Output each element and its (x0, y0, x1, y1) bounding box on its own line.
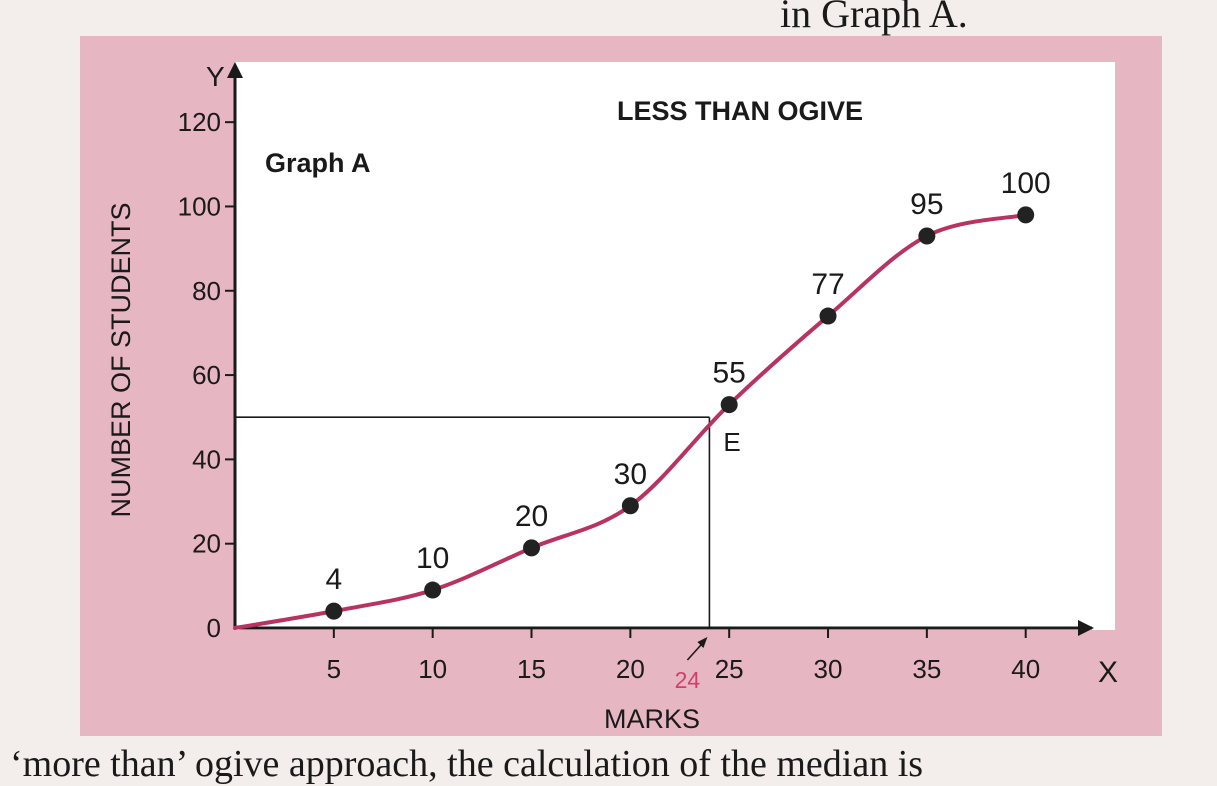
x-axis-arrow (1078, 620, 1094, 636)
data-label: 77 (811, 268, 844, 301)
data-point (918, 227, 936, 245)
y-tick-label: 20 (192, 529, 221, 559)
page-text-top: in Graph A. (780, 0, 968, 36)
x-tick-label: 30 (814, 654, 843, 684)
data-point (325, 602, 343, 620)
x-tick-label: 35 (912, 654, 941, 684)
data-label: 10 (416, 542, 449, 575)
y-axis-letter: Y (206, 61, 225, 92)
y-tick-label: 80 (192, 276, 221, 306)
data-label: 95 (910, 188, 943, 221)
data-label: 55 (712, 357, 745, 390)
median-pointer-arrow (697, 637, 708, 648)
x-tick-label: 15 (517, 654, 546, 684)
data-point (621, 497, 639, 515)
data-point (424, 581, 442, 599)
y-axis-arrow (227, 62, 243, 78)
page-text-bottom: ‘more than’ ogive approach, the calculat… (10, 743, 924, 785)
chart-subtitle: Graph A (265, 148, 371, 178)
plot-area (235, 62, 1115, 630)
data-point (1017, 206, 1035, 224)
x-tick-label: 20 (616, 654, 645, 684)
x-tick-label: 25 (715, 654, 744, 684)
x-axis-letter: X (1098, 656, 1118, 689)
y-tick-label: 100 (178, 191, 221, 221)
ogive-curve (233, 212, 1028, 630)
y-tick-label: 60 (192, 360, 221, 390)
data-label: 100 (1001, 167, 1051, 200)
x-axis-title: MARKS (604, 704, 700, 734)
y-tick-label: 120 (178, 107, 221, 137)
x-tick-label: 10 (418, 654, 447, 684)
data-point (720, 396, 738, 414)
data-point (523, 539, 541, 557)
data-label: 4 (325, 563, 342, 596)
data-label: 30 (614, 458, 647, 491)
x-tick-label: 5 (327, 654, 341, 684)
chart-title: LESS THAN OGIVE (617, 96, 863, 126)
data-point (819, 307, 837, 325)
median-point-label: E (723, 427, 740, 457)
y-tick-label: 40 (192, 444, 221, 474)
x-tick-label: 40 (1011, 654, 1040, 684)
y-tick-label: 0 (207, 613, 221, 643)
median-x-label: 24 (675, 667, 701, 693)
y-axis-title: NUMBER OF STUDENTS (106, 202, 136, 517)
data-label: 20 (515, 500, 548, 533)
